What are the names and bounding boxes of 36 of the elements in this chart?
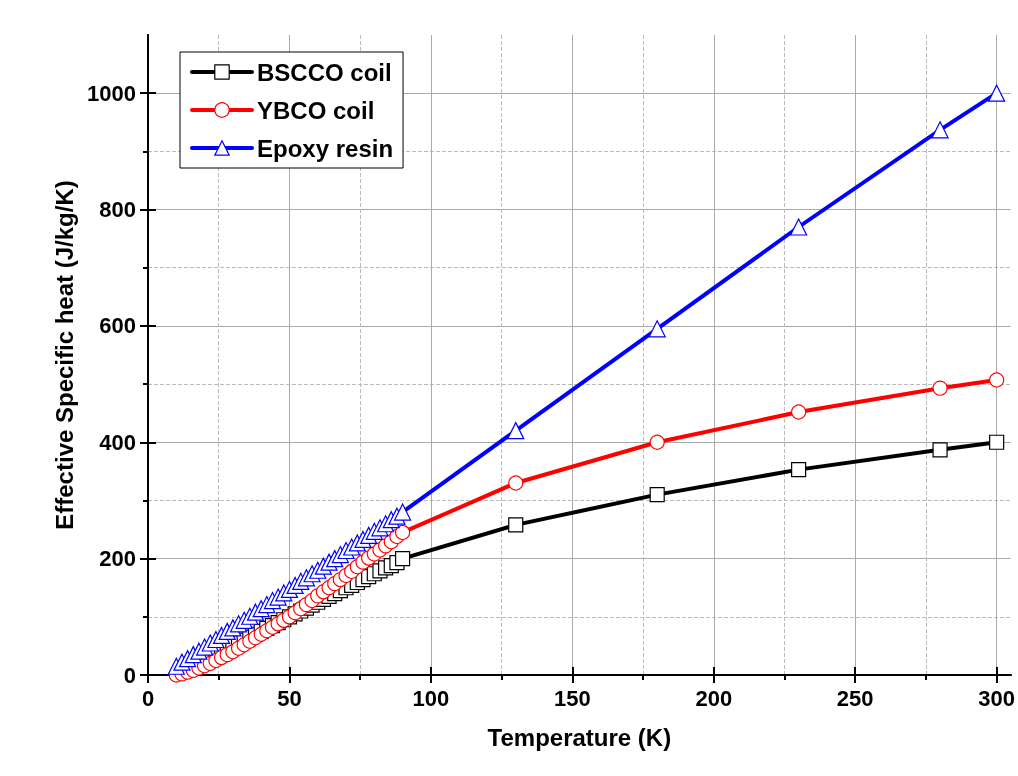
y-tick-label: 800 xyxy=(99,197,136,223)
point xyxy=(790,218,808,236)
legend-label: Epoxy resin xyxy=(257,134,394,162)
y-tick-label: 0 xyxy=(123,662,136,688)
point xyxy=(393,503,412,521)
x-tick-label: 300 xyxy=(978,685,1016,711)
point xyxy=(648,320,666,338)
y-tick-label: 400 xyxy=(99,429,136,455)
x-tick-label: 200 xyxy=(695,685,733,711)
y-tick-label: 1000 xyxy=(87,80,136,106)
x-axis-title: Temperature (K) xyxy=(487,723,672,751)
x-tick-label: 100 xyxy=(412,685,450,711)
y-tick-label: 200 xyxy=(99,546,136,572)
point xyxy=(932,442,948,458)
x-tick-label: 0 xyxy=(141,685,155,711)
legend-label: YBCO coil xyxy=(257,96,375,124)
point xyxy=(649,487,665,503)
point xyxy=(395,524,411,541)
point xyxy=(394,551,411,567)
point xyxy=(989,372,1005,388)
y-axis-title: Effective Specific heat (J/kg/K) xyxy=(50,180,78,530)
legend-label: BSCCO coil xyxy=(257,58,392,86)
point xyxy=(508,517,524,533)
point xyxy=(931,121,949,139)
y-tick-label: 600 xyxy=(99,313,136,339)
point xyxy=(932,380,948,396)
x-tick-label: 150 xyxy=(553,685,591,711)
x-tick-label: 50 xyxy=(277,685,302,711)
point xyxy=(988,84,1006,102)
point xyxy=(791,462,807,478)
point xyxy=(791,404,807,420)
point xyxy=(508,475,524,491)
x-tick-label: 250 xyxy=(836,685,874,711)
point xyxy=(507,422,525,440)
point xyxy=(989,434,1005,450)
point xyxy=(649,434,665,450)
